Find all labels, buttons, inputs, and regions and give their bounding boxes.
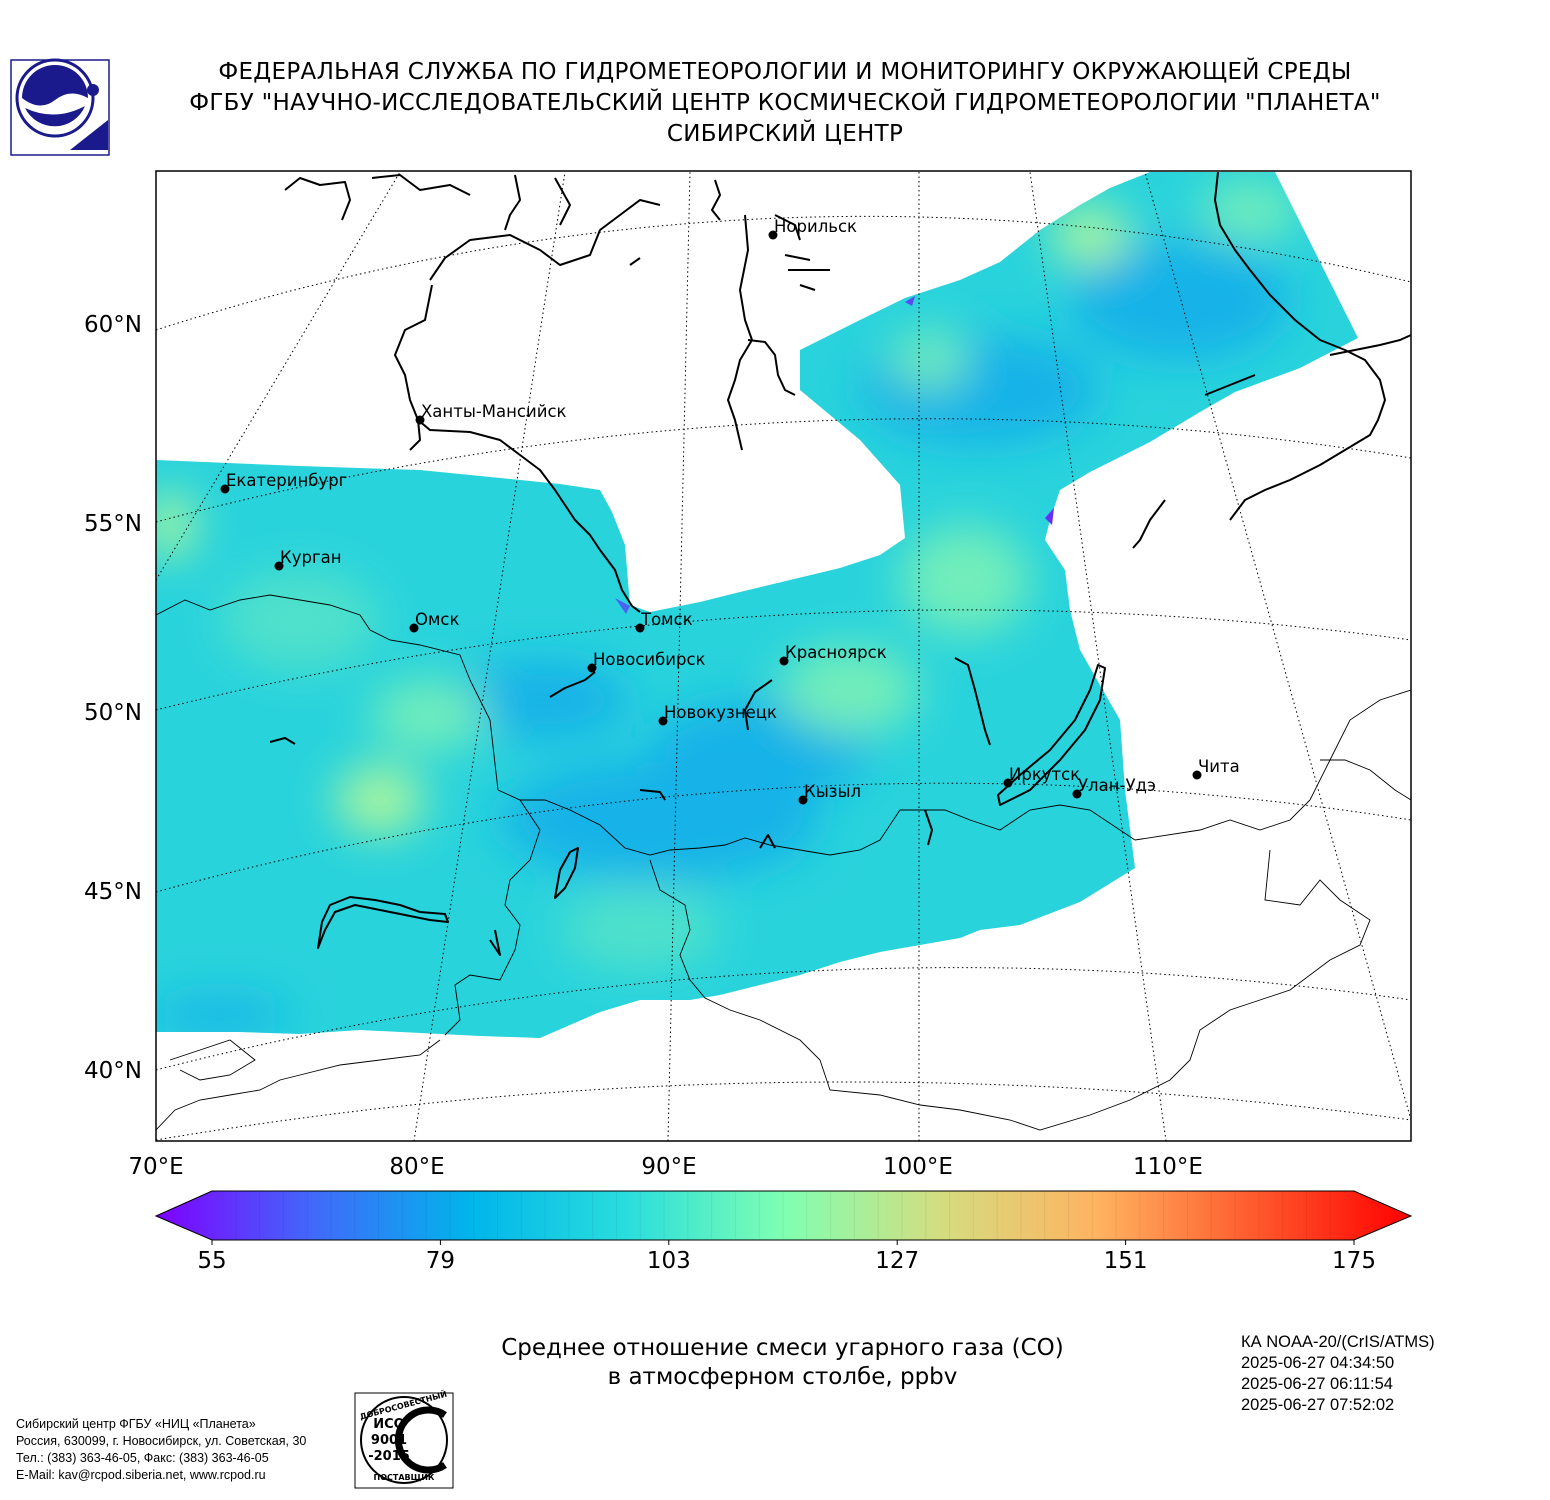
contact-line-2: Россия, 630099, г. Новосибирск, ул. Сове… xyxy=(16,1434,307,1448)
pass-time-3: 2025-06-27 07:52:02 xyxy=(1241,1396,1395,1414)
city-label: Омск xyxy=(415,610,460,629)
rivers-coastlines xyxy=(269,171,1411,956)
longitude-label: 110°E xyxy=(1133,1154,1203,1180)
latitude-label: 45°N xyxy=(84,879,142,905)
colorbar-tick-label: 127 xyxy=(875,1248,919,1274)
colorbar-tick-label: 55 xyxy=(197,1248,226,1274)
city-dot xyxy=(798,795,808,805)
city-label: Иркутск xyxy=(1009,765,1080,784)
city-label: Новосибирск xyxy=(593,650,706,669)
latitude-labels: 60°N 55°N 50°N 45°N 40°N xyxy=(84,312,142,1084)
city-label: Ханты-Мансийск xyxy=(421,402,567,421)
city-label: Норильск xyxy=(774,217,857,236)
city-dot xyxy=(415,415,425,425)
country-borders xyxy=(156,594,1411,1131)
iso-line-3: -2015 xyxy=(368,1449,410,1464)
planeta-logo-icon xyxy=(10,58,110,156)
city-dot xyxy=(220,484,230,494)
header-line-2: ФГБУ "НАУЧНО-ИССЛЕДОВАТЕЛЬСКИЙ ЦЕНТР КОС… xyxy=(189,90,1381,116)
city-label: Новокузнецк xyxy=(664,703,777,722)
latitude-label: 40°N xyxy=(84,1058,142,1084)
colorbar: 55 79 103 127 151 175 xyxy=(154,1190,1413,1274)
parallel-55 xyxy=(156,418,1411,523)
longitude-label: 80°E xyxy=(389,1154,444,1180)
colorbar-tick-label: 151 xyxy=(1104,1248,1148,1274)
caption-line-1: Среднее отношение смеси угарного газа (C… xyxy=(501,1335,1064,1361)
header-line-1: ФЕДЕРАЛЬНАЯ СЛУЖБА ПО ГИДРОМЕТЕОРОЛОГИИ … xyxy=(218,59,1352,85)
city-dot xyxy=(1072,789,1082,799)
city-markers: Норильск Ханты-Мансийск Екатеринбург Курган… xyxy=(220,217,1240,805)
city-dot xyxy=(409,623,419,633)
contact-line-3: Тел.: (383) 363-46-05, Факс: (383) 363-4… xyxy=(16,1451,269,1465)
graticule xyxy=(156,171,1411,1141)
city-label: Улан-Удэ xyxy=(1078,776,1156,795)
pass-time-2: 2025-06-27 06:11:54 xyxy=(1241,1375,1393,1393)
city-dot xyxy=(1192,770,1202,780)
city-label: Томск xyxy=(640,610,693,629)
satellite-info: КА NOAA-20/(CrIS/ATMS) 2025-06-27 04:34:… xyxy=(1241,1332,1435,1416)
city-label: Кызыл xyxy=(804,782,861,801)
longitude-label: 100°E xyxy=(883,1154,953,1180)
header-line-3: СИБИРСКИЙ ЦЕНТР xyxy=(666,121,904,147)
latitude-label: 50°N xyxy=(84,700,142,726)
caption-line-2: в атмосферном столбе, ppbv xyxy=(607,1364,958,1390)
city-dot xyxy=(635,623,645,633)
longitude-label: 70°E xyxy=(128,1154,183,1180)
parallel-50 xyxy=(156,609,1411,711)
longitude-label: 90°E xyxy=(641,1154,696,1180)
city-dot xyxy=(779,656,789,666)
pass-time-1: 2025-06-27 04:34:50 xyxy=(1241,1354,1395,1372)
contact-line-4: E-Mail: kav@rcpod.siberia.net, www.rcpod… xyxy=(16,1468,266,1482)
city-dot xyxy=(768,230,778,240)
city-label: Красноярск xyxy=(785,643,887,662)
iso-bottom-text: ПОСТАВЩИК xyxy=(374,1473,435,1482)
colorbar-tick-label: 79 xyxy=(426,1248,455,1274)
city-dot xyxy=(274,561,284,571)
city-label: Курган xyxy=(280,548,342,567)
contact-info: Сибирский центр ФГБУ «НИЦ «Планета» Росс… xyxy=(16,1416,306,1484)
city-dot xyxy=(1003,778,1013,788)
colorbar-tick-label: 175 xyxy=(1332,1248,1376,1274)
city-label: Екатеринбург xyxy=(226,471,347,490)
contact-line-1: Сибирский центр ФГБУ «НИЦ «Планета» xyxy=(16,1417,256,1431)
latitude-label: 60°N xyxy=(84,312,142,338)
iso-line-1: ИСО xyxy=(373,1417,404,1432)
iso-line-2: 9001 xyxy=(371,1433,407,1448)
map-frame xyxy=(155,170,1412,1142)
iso-9001-badge-icon: ИСО 9001 -2015 ДОБРОСОВЕСТНЫЙ ПОСТАВЩИК xyxy=(354,1388,454,1489)
city-label: Чита xyxy=(1198,757,1240,776)
latitude-label: 55°N xyxy=(84,511,142,537)
satellite-name: КА NOAA-20/(CrIS/ATMS) xyxy=(1241,1333,1435,1351)
city-dot xyxy=(658,716,668,726)
city-dot xyxy=(587,663,597,673)
colorbar-tick-label: 103 xyxy=(647,1248,691,1274)
longitude-labels: 70°E 80°E 90°E 100°E 110°E xyxy=(128,1154,1203,1180)
